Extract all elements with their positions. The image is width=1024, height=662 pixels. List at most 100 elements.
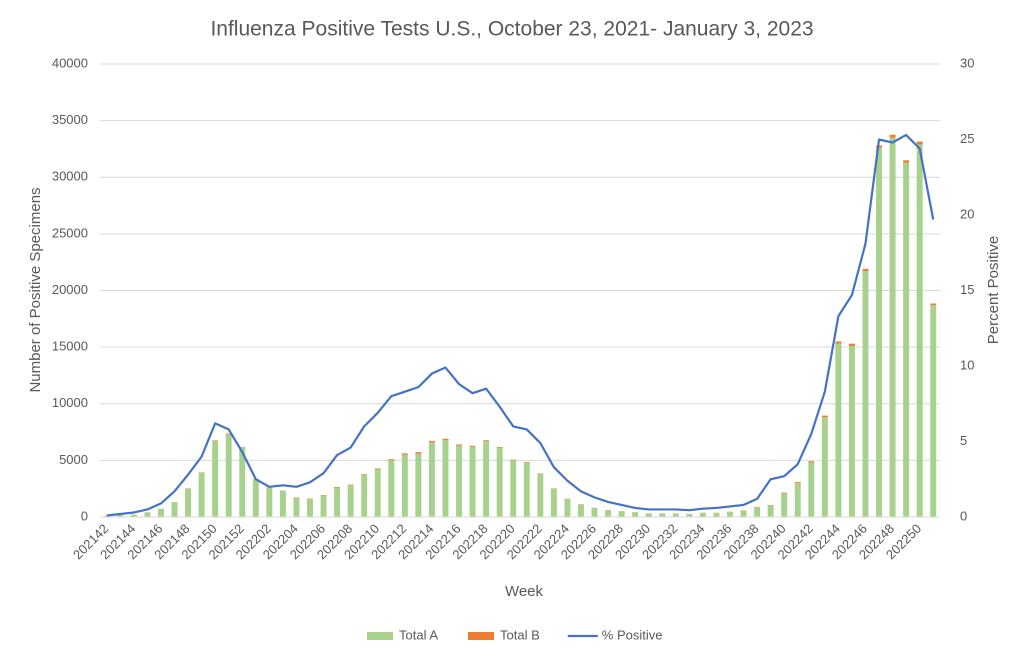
bar (523, 462, 530, 517)
y-tick-label: 10000 (52, 395, 88, 410)
bar (889, 137, 896, 518)
y2-tick-label: 30 (960, 55, 974, 70)
bar (523, 462, 530, 463)
bar (672, 513, 679, 517)
bar (415, 452, 422, 454)
bar (930, 303, 937, 306)
bar (320, 495, 327, 517)
bar (889, 134, 896, 138)
bar (848, 345, 855, 517)
bar (157, 509, 164, 517)
bar (483, 440, 490, 442)
bar (171, 502, 178, 517)
bar (144, 512, 151, 517)
bar (293, 497, 300, 517)
y2-tick-label: 5 (960, 433, 967, 448)
bar (781, 493, 788, 517)
bar (808, 462, 815, 517)
line (106, 133, 935, 517)
bar (916, 141, 923, 145)
bar (361, 475, 368, 517)
bar (916, 144, 923, 517)
y-axis-title: Number of Positive Specimens (27, 187, 44, 392)
bar (591, 507, 598, 517)
bar (645, 513, 652, 517)
bar (686, 514, 693, 517)
y2-axis-title: Percent Positive (985, 236, 1002, 344)
bar (456, 445, 463, 517)
bar (469, 446, 476, 517)
bar (239, 447, 246, 448)
bar (835, 341, 842, 344)
bar (821, 415, 828, 418)
bar (577, 504, 584, 517)
y-tick-label: 20000 (52, 282, 88, 297)
y2-tick-label: 10 (960, 357, 974, 372)
bar (347, 484, 354, 486)
bar (388, 459, 395, 461)
y-tick-label: 0 (81, 508, 88, 523)
bar (103, 515, 110, 517)
bar (903, 162, 910, 517)
bar (279, 490, 286, 517)
bar (212, 441, 219, 517)
bar (117, 515, 124, 517)
bar (808, 461, 815, 463)
bar (130, 514, 137, 517)
bar (794, 482, 801, 484)
bar (225, 434, 232, 517)
y2-tick-label: 25 (960, 131, 974, 146)
y2-tick-label: 0 (960, 508, 967, 523)
legend-label: Total B (500, 627, 540, 642)
x-axis-title: Week (505, 583, 544, 600)
bar (334, 486, 341, 488)
bar (415, 453, 422, 517)
bar (456, 444, 463, 446)
bar (442, 439, 449, 517)
legend-label: % Positive (602, 627, 663, 642)
bar (510, 459, 517, 461)
y-tick-label: 25000 (52, 225, 88, 240)
bar (659, 513, 666, 517)
legend-swatch (367, 632, 393, 640)
bar (754, 507, 761, 517)
bar (930, 305, 937, 517)
bar (862, 271, 869, 517)
bar (632, 512, 639, 517)
bar (821, 417, 828, 517)
bar (564, 498, 571, 517)
bar (550, 488, 557, 517)
bar (266, 486, 273, 517)
bar (252, 479, 259, 517)
bar (496, 447, 503, 517)
bar (334, 487, 341, 517)
bar (496, 447, 503, 448)
bar (374, 468, 381, 470)
bar (198, 472, 205, 517)
bar (510, 460, 517, 517)
y-tick-label: 40000 (52, 55, 88, 70)
bar (347, 485, 354, 517)
y-tick-label: 30000 (52, 169, 88, 184)
bar (469, 445, 476, 447)
bar (713, 513, 720, 517)
bar (848, 343, 855, 346)
bar (605, 510, 612, 517)
bar (903, 160, 910, 163)
bar (876, 147, 883, 517)
bar (361, 474, 368, 476)
bar (835, 343, 842, 517)
y2-tick-label: 15 (960, 282, 974, 297)
bar (767, 505, 774, 517)
bar (307, 498, 313, 517)
y2-tick-label: 20 (960, 206, 974, 221)
bar (239, 447, 246, 517)
bar (428, 442, 435, 517)
bar (442, 438, 449, 440)
bar (374, 469, 381, 517)
bar (225, 433, 232, 435)
y-tick-label: 5000 (59, 452, 88, 467)
bar (767, 505, 774, 506)
bar (740, 510, 747, 517)
bar (401, 453, 408, 455)
